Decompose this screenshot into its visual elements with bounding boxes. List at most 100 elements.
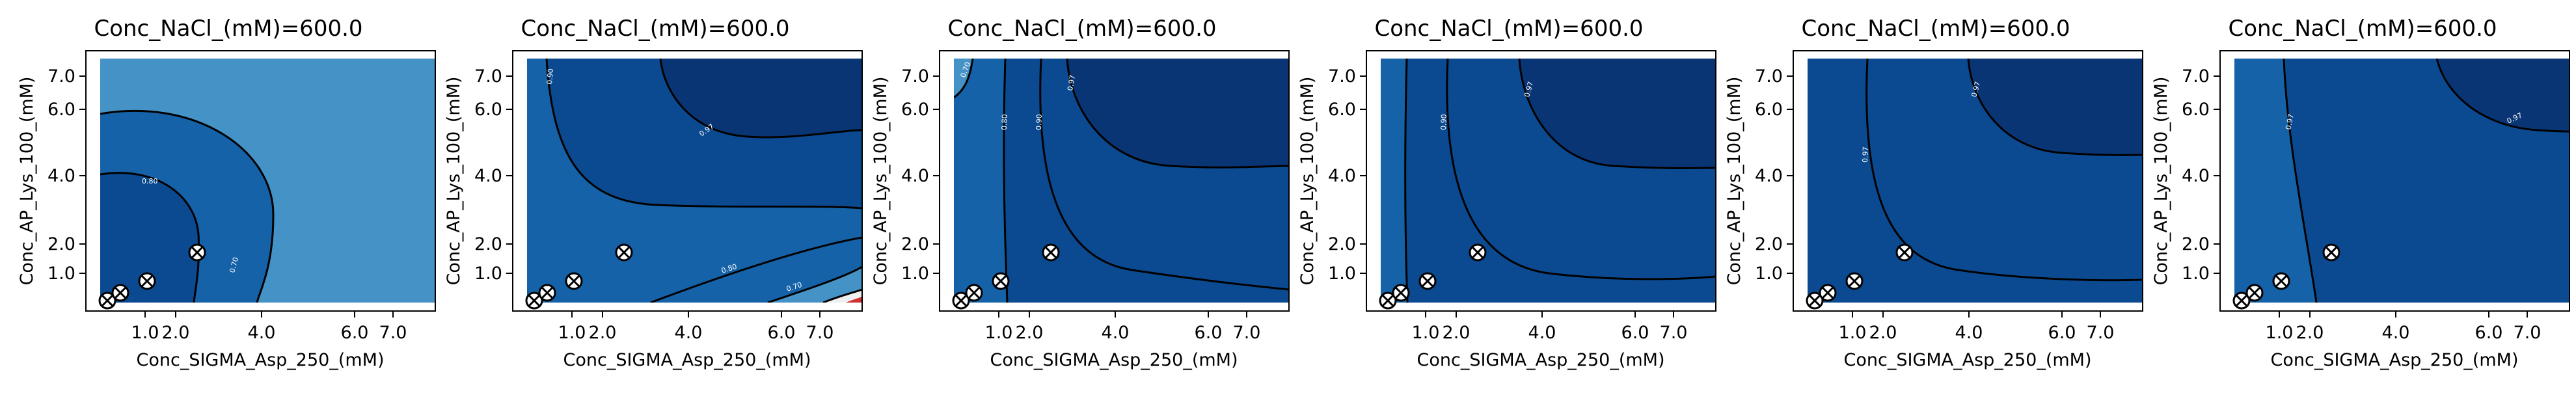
y-ticks: 1.0 2.0 4.0 6.0 7.0 <box>474 66 513 284</box>
svg-text:6.0: 6.0 <box>1621 323 1649 343</box>
region-lowest <box>846 297 862 303</box>
svg-text:1.0: 1.0 <box>1839 323 1867 343</box>
svg-text:2.0: 2.0 <box>2296 323 2324 343</box>
region-0.80 <box>1381 59 1407 303</box>
svg-text:2.0: 2.0 <box>1016 323 1044 343</box>
svg-text:2.0: 2.0 <box>589 323 617 343</box>
region-0.90 <box>547 59 862 208</box>
svg-text:1.0: 1.0 <box>2266 323 2294 343</box>
point-marker <box>1806 291 1824 310</box>
svg-text:7.0: 7.0 <box>901 66 929 87</box>
svg-text:2.0: 2.0 <box>901 234 929 254</box>
svg-text:1.0: 1.0 <box>474 264 502 284</box>
svg-text:4.0: 4.0 <box>901 166 929 186</box>
heatmap-field: 0.97 0.97 <box>1808 59 2143 303</box>
contour-label: 0.90 <box>545 68 555 85</box>
subplot-title: Conc_NaCl_(mM)=600.0 <box>2228 16 2497 42</box>
x-axis-label: Conc_SIGMA_Asp_250_(mM) <box>137 350 385 370</box>
x-axis-label: Conc_SIGMA_Asp_250_(mM) <box>990 350 1238 370</box>
point-marker <box>1819 284 1837 302</box>
point-marker <box>138 272 156 290</box>
subplot-title: Conc_NaCl_(mM)=600.0 <box>521 16 789 42</box>
svg-text:6.0: 6.0 <box>901 100 929 120</box>
svg-text:7.0: 7.0 <box>1660 323 1688 343</box>
heatmap-field: 0.70 0.80 0.90 0.97 <box>954 59 1289 303</box>
svg-text:1.0: 1.0 <box>2182 264 2210 284</box>
y-axis-label: Conc_AP_Lys_100_(mM) <box>871 77 891 286</box>
contour-line <box>1967 59 2143 156</box>
point-marker <box>538 284 556 302</box>
svg-text:6.0: 6.0 <box>47 100 75 120</box>
point-marker <box>111 284 129 302</box>
axes-frame <box>85 50 436 312</box>
svg-text:7.0: 7.0 <box>1233 323 1261 343</box>
axes-frame <box>1793 50 2143 312</box>
contour-line <box>659 59 862 139</box>
contour-label: 0.80 <box>142 177 158 185</box>
svg-text:1.0: 1.0 <box>985 323 1013 343</box>
svg-text:7.0: 7.0 <box>2182 66 2210 87</box>
svg-text:6.0: 6.0 <box>2475 323 2503 343</box>
markers <box>525 243 633 310</box>
svg-text:6.0: 6.0 <box>768 323 796 343</box>
point-marker <box>2272 272 2290 290</box>
x-ticks: 1.0 2.0 4.0 6.0 7.0 <box>131 311 407 343</box>
point-marker <box>1392 284 1410 302</box>
contour-line <box>100 172 200 303</box>
point-marker <box>2232 291 2251 310</box>
axes-frame <box>2219 50 2570 312</box>
svg-text:1.0: 1.0 <box>558 323 586 343</box>
svg-text:7.0: 7.0 <box>2087 323 2115 343</box>
point-marker <box>1469 243 1487 262</box>
contour-line <box>1446 59 1716 280</box>
y-ticks: 1.0 2.0 4.0 6.0 7.0 <box>1755 66 1793 284</box>
region-0.97 <box>1067 59 1289 168</box>
x-axis-label: Conc_SIGMA_Asp_250_(mM) <box>1844 350 2092 370</box>
svg-text:4.0: 4.0 <box>1755 166 1783 186</box>
point-marker <box>2322 243 2340 262</box>
svg-text:6.0: 6.0 <box>1195 323 1223 343</box>
contour-line <box>954 59 974 99</box>
point-marker <box>1042 243 1060 262</box>
svg-text:7.0: 7.0 <box>1755 66 1783 87</box>
region-0.97 <box>1519 59 1716 169</box>
region-0.70 <box>954 59 973 98</box>
x-ticks: 1.0 2.0 4.0 6.0 7.0 <box>2266 311 2542 343</box>
subplot-4: Conc_NaCl_(mM)=600.0 0.90 0.97 1.0 2.0 4… <box>1297 16 1716 370</box>
svg-text:1.0: 1.0 <box>1755 264 1783 284</box>
subplot-2: Conc_NaCl_(mM)=600.0 0.97 0.90 0.80 0.70… <box>444 16 863 370</box>
contour-line <box>1404 59 1409 303</box>
axes-frame <box>939 50 1290 312</box>
x-ticks: 1.0 2.0 4.0 6.0 7.0 <box>558 311 834 343</box>
point-marker <box>615 243 633 262</box>
svg-text:2.0: 2.0 <box>1328 234 1356 254</box>
svg-text:2.0: 2.0 <box>1755 234 1783 254</box>
svg-text:6.0: 6.0 <box>1755 100 1783 120</box>
svg-text:7.0: 7.0 <box>1328 66 1356 87</box>
contour-label: 0.97 <box>1066 74 1077 91</box>
contour-line <box>1518 59 1716 169</box>
contour-line <box>2283 59 2318 303</box>
svg-text:7.0: 7.0 <box>2514 323 2542 343</box>
region-0.70 <box>768 267 862 303</box>
subplot-6: Conc_NaCl_(mM)=600.0 0.97 0.97 1.0 2.0 4… <box>2151 16 2570 370</box>
svg-text:1.0: 1.0 <box>901 264 929 284</box>
svg-text:4.0: 4.0 <box>474 166 502 186</box>
contour-line <box>1066 59 1289 169</box>
svg-text:1.0: 1.0 <box>1328 264 1356 284</box>
contour-line <box>2435 59 2569 133</box>
svg-text:2.0: 2.0 <box>47 234 75 254</box>
contour-label: 0.70 <box>228 256 240 274</box>
svg-text:7.0: 7.0 <box>806 323 834 343</box>
contour-label: 0.90 <box>1035 114 1044 130</box>
markers <box>952 243 1060 310</box>
svg-text:1.0: 1.0 <box>1412 323 1440 343</box>
svg-text:6.0: 6.0 <box>2182 100 2210 120</box>
point-marker <box>1845 272 1864 290</box>
y-axis-label: Conc_AP_Lys_100_(mM) <box>2151 77 2171 286</box>
contour-label: 0.97 <box>1861 146 1870 163</box>
svg-text:4.0: 4.0 <box>1955 323 1983 343</box>
markers <box>1379 243 1487 310</box>
